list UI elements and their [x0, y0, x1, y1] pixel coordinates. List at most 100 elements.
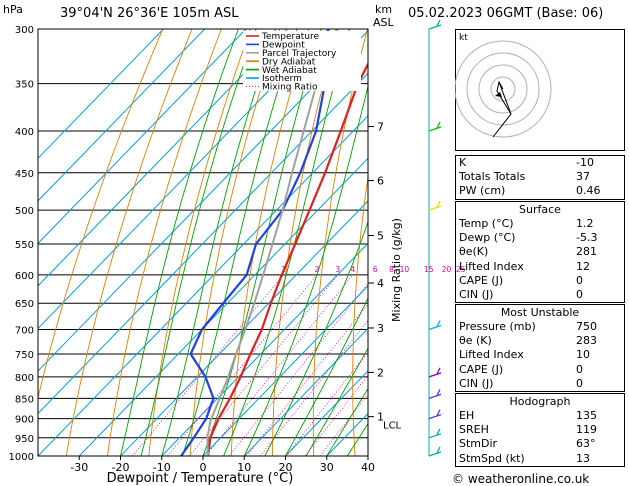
surface-label: CAPE (J): [459, 273, 504, 287]
wet-adiabat: [202, 29, 322, 456]
pressure-tick-label: 700: [15, 326, 34, 337]
hodograph-label: SREH: [459, 423, 489, 437]
pressure-tick-label: 600: [15, 271, 34, 282]
dry-adiabat: [272, 29, 339, 456]
wet-adiabat: [243, 84, 368, 456]
most-unstable-row: Pressure (mb) 750: [456, 320, 624, 334]
pressure-tick-label: 850: [15, 394, 34, 405]
basic-label: K: [459, 156, 467, 169]
isotherm-line: [38, 29, 329, 330]
hodograph-value: 119: [576, 423, 597, 437]
pressure-tick-label: 450: [15, 169, 34, 180]
basic-row: K -10: [456, 156, 624, 170]
hodograph-unit: kt: [459, 33, 468, 43]
km-tick-label: 6: [377, 175, 384, 188]
mixing-ratio-label: 3: [335, 265, 340, 274]
wind-barb: [428, 320, 442, 331]
most-unstable-row: CIN (J) 0: [456, 377, 624, 391]
x-tick-label: 0: [200, 461, 207, 474]
wet-adiabat: [181, 29, 298, 456]
most-unstable-row: CAPE (J) 0: [456, 363, 624, 377]
surface-label: θe(K): [459, 245, 489, 259]
isotherm-line: [38, 72, 368, 415]
wet-adiabat: [264, 220, 368, 456]
surface-label: Dewp (°C): [459, 231, 516, 245]
wet-adiabat: [305, 347, 368, 456]
mixing-ratio-line: [132, 274, 284, 456]
most-unstable-label: CIN (J): [459, 376, 494, 390]
wind-barb: [428, 367, 442, 378]
pressure-tick-label: 350: [15, 80, 34, 91]
wet-adiabat: [326, 387, 368, 456]
surface-value: 1.2: [576, 217, 594, 230]
most-unstable-value: 10: [576, 348, 590, 362]
surface-title: Surface: [519, 203, 561, 216]
hodograph: kt: [455, 29, 625, 151]
mixing-ratio-label: 1: [281, 265, 286, 274]
wet-adiabat: [120, 29, 239, 456]
dry-adiabat: [65, 29, 193, 456]
wet-adiabat: [140, 29, 257, 456]
pressure-tick-label: 950: [15, 434, 34, 445]
isotherm-line: [120, 200, 368, 456]
basic-row: PW (cm) 0.46: [456, 184, 624, 198]
isotherm-line: [38, 29, 288, 287]
mixing-ratio-axis-label: Mixing Ratio (g/kg): [390, 218, 403, 322]
km-tick-label: 7: [377, 121, 384, 134]
basic-row: Totals Totals 37: [456, 170, 624, 184]
x-tick-label: 30: [320, 461, 334, 474]
most-unstable-label: θe (K): [459, 334, 492, 348]
most-unstable-label: Lifted Index: [459, 348, 524, 362]
mixing-ratio-label: 20: [442, 265, 452, 274]
hodograph-value: 135: [576, 409, 597, 422]
km-tick-label: 5: [377, 229, 384, 242]
mixing-ratio-line: [205, 274, 354, 456]
hodograph-row: StmDir 63°: [456, 437, 624, 451]
hodograph-storm-vector: [498, 81, 512, 115]
surface-table: Surface Temp (°C) 1.2 Dewp (°C) -5.3 θe(K) 28…: [455, 201, 625, 304]
dewpoint-line: [180, 29, 330, 456]
mixing-ratio-line: [189, 274, 339, 456]
storm-motion-marker: [495, 92, 502, 97]
mixing-ratio-label: 10: [400, 265, 410, 274]
wind-barb: [428, 428, 442, 439]
wind-barb: [428, 19, 442, 30]
hodograph-label: StmDir: [459, 437, 498, 451]
wind-barb: [428, 200, 442, 211]
wind-barb: [428, 446, 442, 457]
isotherm-line: [243, 327, 368, 456]
surface-label: CIN (J): [459, 287, 494, 301]
x-tick-label: -20: [112, 461, 130, 474]
km-label: km: [375, 3, 393, 16]
mixing-ratio-line: [304, 374, 368, 456]
legend-entry: Temperature: [261, 32, 319, 42]
pressure-tick-label: 400: [15, 127, 34, 138]
basic-label: PW (cm): [459, 184, 506, 198]
mixing-ratio-label: 4: [351, 265, 356, 274]
surface-row: θe(K) 281: [456, 245, 624, 259]
surface-row: CAPE (J) 0: [456, 274, 624, 288]
surface-value: -5.3: [576, 231, 598, 245]
surface-row: Lifted Index 12: [456, 260, 624, 274]
wind-barb: [428, 409, 442, 420]
pressure-tick-label: 550: [15, 240, 34, 251]
dry-adiabat: [312, 29, 368, 456]
most-unstable-value: 283: [576, 334, 597, 348]
wet-adiabat: [161, 29, 277, 456]
pressure-tick-label: 300: [15, 25, 34, 36]
dry-adiabat: [148, 29, 251, 456]
most-unstable-label: Pressure (mb): [459, 320, 536, 333]
legend-entry: Wet Adiabat: [262, 66, 317, 76]
temperature-line: [206, 61, 368, 456]
dry-adiabat: [352, 173, 368, 456]
basic-value: -10: [576, 156, 594, 169]
most-unstable-row: θe (K) 283: [456, 334, 624, 348]
hpa-label: hPa: [3, 3, 23, 16]
mixing-ratio-label: 6: [373, 265, 378, 274]
dry-adiabat: [428, 29, 455, 456]
surface-row: CIN (J) 0: [456, 288, 624, 302]
hodograph-row: StmSpd (kt) 13: [456, 452, 624, 466]
most-unstable-table: Most Unstable Pressure (mb) 750 θe (K) 283 L…: [455, 304, 625, 392]
pressure-tick-label: 900: [15, 415, 34, 426]
